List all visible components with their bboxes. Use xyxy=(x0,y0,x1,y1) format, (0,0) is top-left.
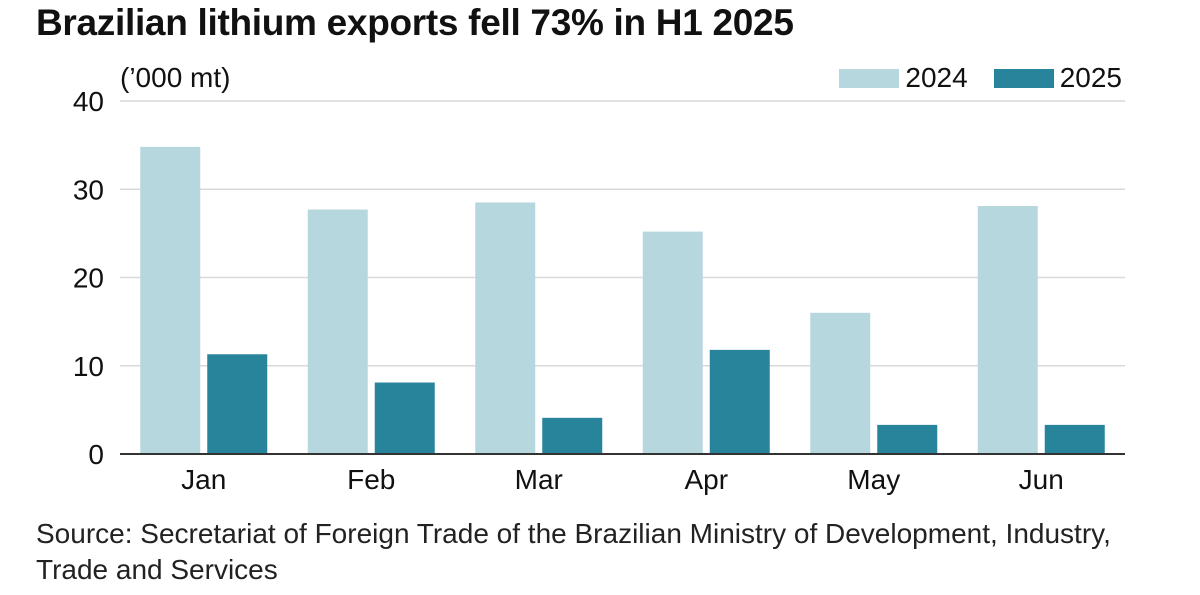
legend-swatch-2024 xyxy=(839,68,900,88)
source-note: Source: Secretariat of Foreign Trade of … xyxy=(36,518,1111,585)
x-tick-label-may: May xyxy=(847,464,900,495)
bar-2024-jun xyxy=(977,206,1038,454)
bar-2024-feb xyxy=(307,209,368,454)
unit-label: (’000 mt) xyxy=(120,62,231,93)
x-tick-label-jan: Jan xyxy=(181,464,226,495)
legend-label-2024: 2024 xyxy=(905,62,968,93)
legend-item-2025: 2025 xyxy=(993,62,1122,94)
x-tick-label-apr: Apr xyxy=(684,464,728,495)
bar-chart: 0 10 20 30 40 Jan Feb Mar Apr May Jun xyxy=(73,86,1125,495)
bar-2024-apr xyxy=(642,231,703,454)
legend: 2024 2025 xyxy=(813,62,1122,94)
bar-2025-jun xyxy=(1044,424,1105,454)
y-tick-label-10: 10 xyxy=(73,351,104,382)
y-tick-label-30: 30 xyxy=(73,174,104,205)
y-tick-label-40: 40 xyxy=(73,86,104,117)
y-tick-label-20: 20 xyxy=(73,263,104,294)
legend-item-2024: 2024 xyxy=(839,62,968,94)
bar-2025-feb xyxy=(374,382,435,454)
bar-2025-mar xyxy=(542,417,603,454)
legend-swatch-2025 xyxy=(993,68,1054,88)
bar-2024-may xyxy=(810,312,871,454)
bar-2024-jan xyxy=(140,146,201,454)
bar-2025-apr xyxy=(709,349,770,454)
bar-2025-may xyxy=(877,424,938,454)
y-tick-label-0: 0 xyxy=(88,439,104,470)
bar-2025-jan xyxy=(207,354,268,454)
chart-title: Brazilian lithium exports fell 73% in H1… xyxy=(36,2,794,43)
legend-label-2025: 2025 xyxy=(1059,62,1122,93)
bar-2024-mar xyxy=(475,202,536,454)
x-tick-label-jun: Jun xyxy=(1019,464,1064,495)
x-tick-label-mar: Mar xyxy=(515,464,563,495)
x-tick-label-feb: Feb xyxy=(347,464,395,495)
